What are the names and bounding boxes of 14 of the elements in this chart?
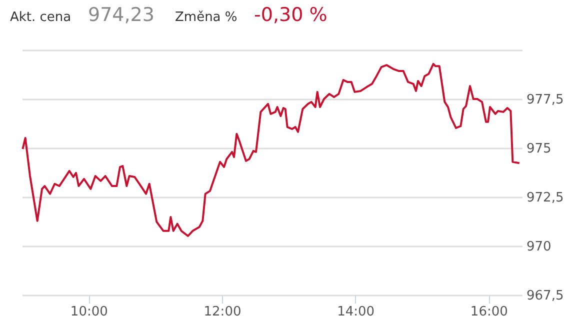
x-tick-label: 10:00 xyxy=(70,304,108,320)
text: 974,23 xyxy=(88,4,154,26)
x-tick-label: 14:00 xyxy=(337,304,375,320)
text: -0,30 % xyxy=(254,4,328,26)
y-tick-label: 972,5 xyxy=(526,190,564,206)
y-tick-label: 967,5 xyxy=(526,288,564,304)
y-tick-label: 977,5 xyxy=(526,92,564,108)
x-tick-label: 12:00 xyxy=(204,304,242,320)
y-tick-label: 975 xyxy=(526,142,552,156)
y-tick-label: 970 xyxy=(526,240,552,254)
text: Změna % xyxy=(175,10,238,25)
text: Akt. cena xyxy=(10,10,72,25)
x-tick-label: 16:00 xyxy=(470,304,508,320)
line-series xyxy=(22,62,520,238)
